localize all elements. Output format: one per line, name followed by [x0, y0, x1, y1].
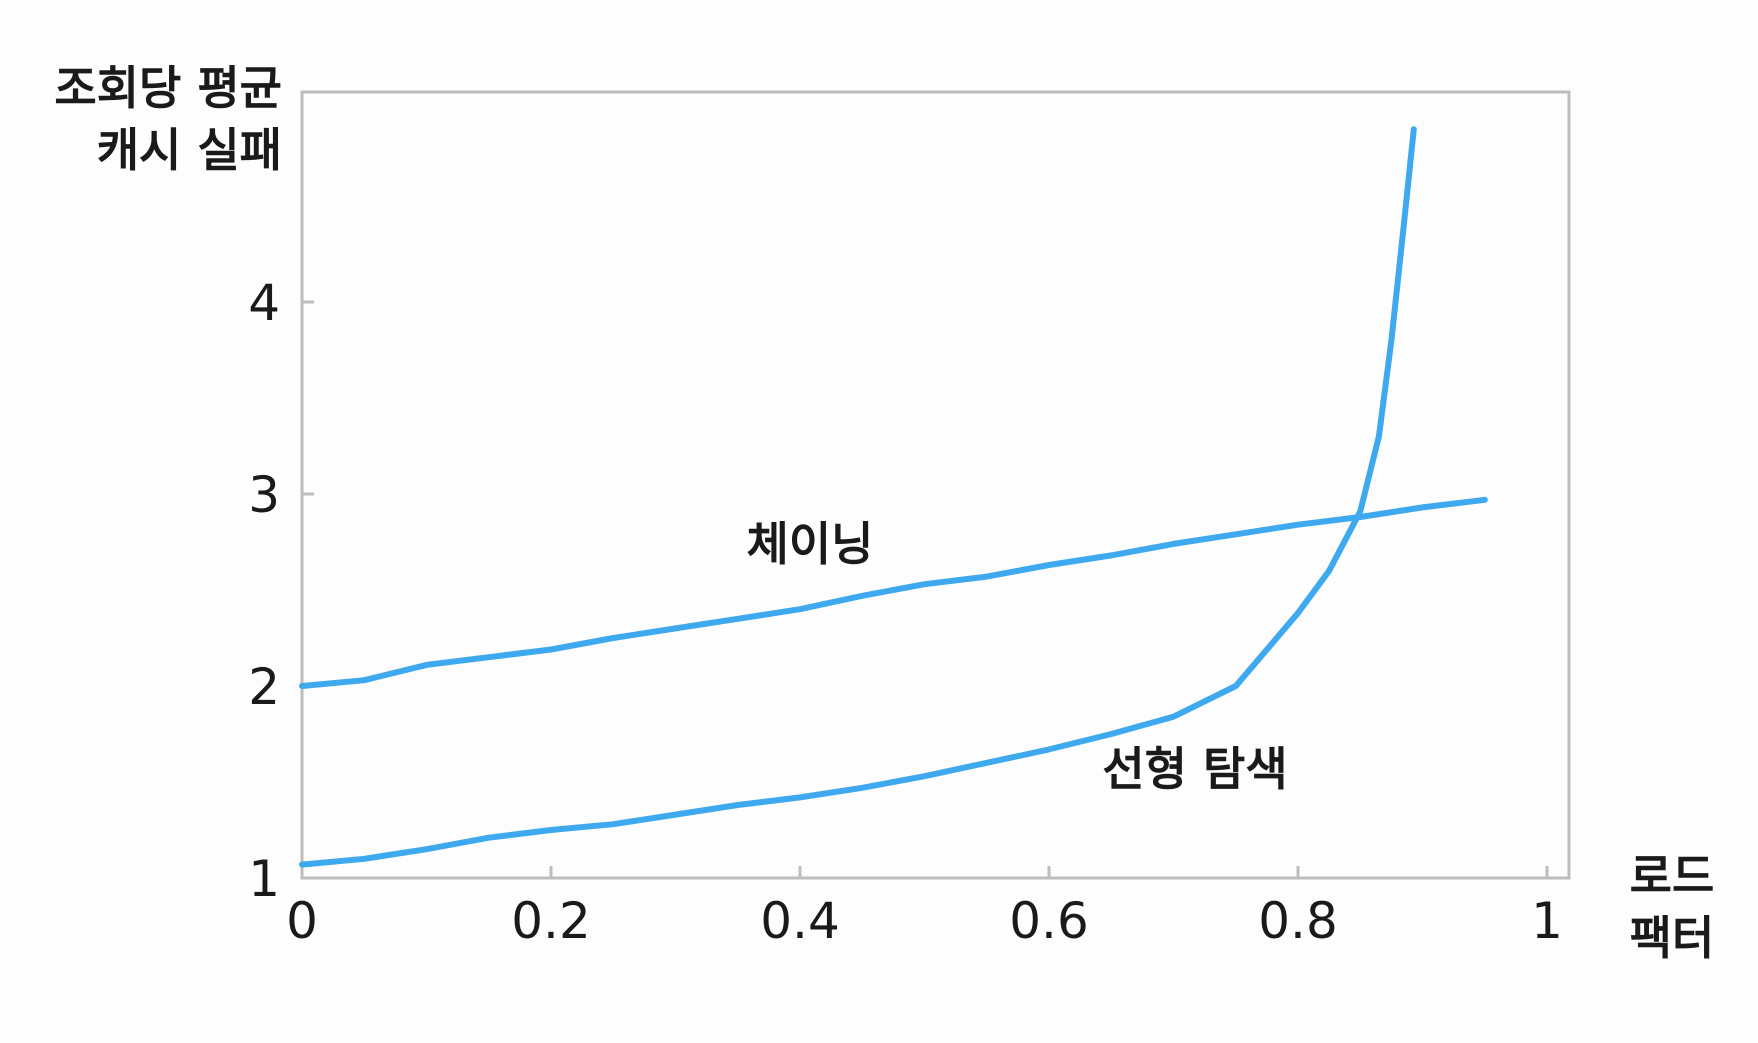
x-axis-ticks: 0 0.2 0.4 0.6 0.8 1: [286, 866, 1563, 950]
y-axis-title-line: 조회당 평균: [54, 61, 282, 115]
x-tick-label: 0.4: [760, 892, 840, 950]
y-axis-ticks: 1 2 3 4: [248, 274, 314, 908]
x-tick-label: 0.2: [511, 892, 591, 950]
series-line-0: [299, 496, 1488, 689]
series-label: 체이닝: [747, 517, 874, 571]
y-tick-label: 2: [248, 658, 280, 716]
x-tick-label: 0.6: [1009, 892, 1089, 950]
x-axis-title-line: 팩터: [1630, 911, 1715, 965]
x-axis-title-line: 로드: [1630, 849, 1715, 903]
x-tick-label: 1: [1531, 892, 1563, 950]
y-tick-label: 4: [248, 274, 280, 332]
y-tick-label: 3: [248, 466, 280, 524]
y-axis-title-line: 캐시 실패: [97, 123, 282, 177]
plot-frame: [300, 90, 1571, 880]
x-tick-label: 0.8: [1258, 892, 1338, 950]
x-tick-label: 0: [286, 892, 318, 950]
series-line-1: [299, 126, 1417, 868]
series-layer: [299, 126, 1488, 868]
y-tick-label: 1: [248, 850, 280, 908]
series-label: 선형 탐색: [1102, 742, 1287, 796]
